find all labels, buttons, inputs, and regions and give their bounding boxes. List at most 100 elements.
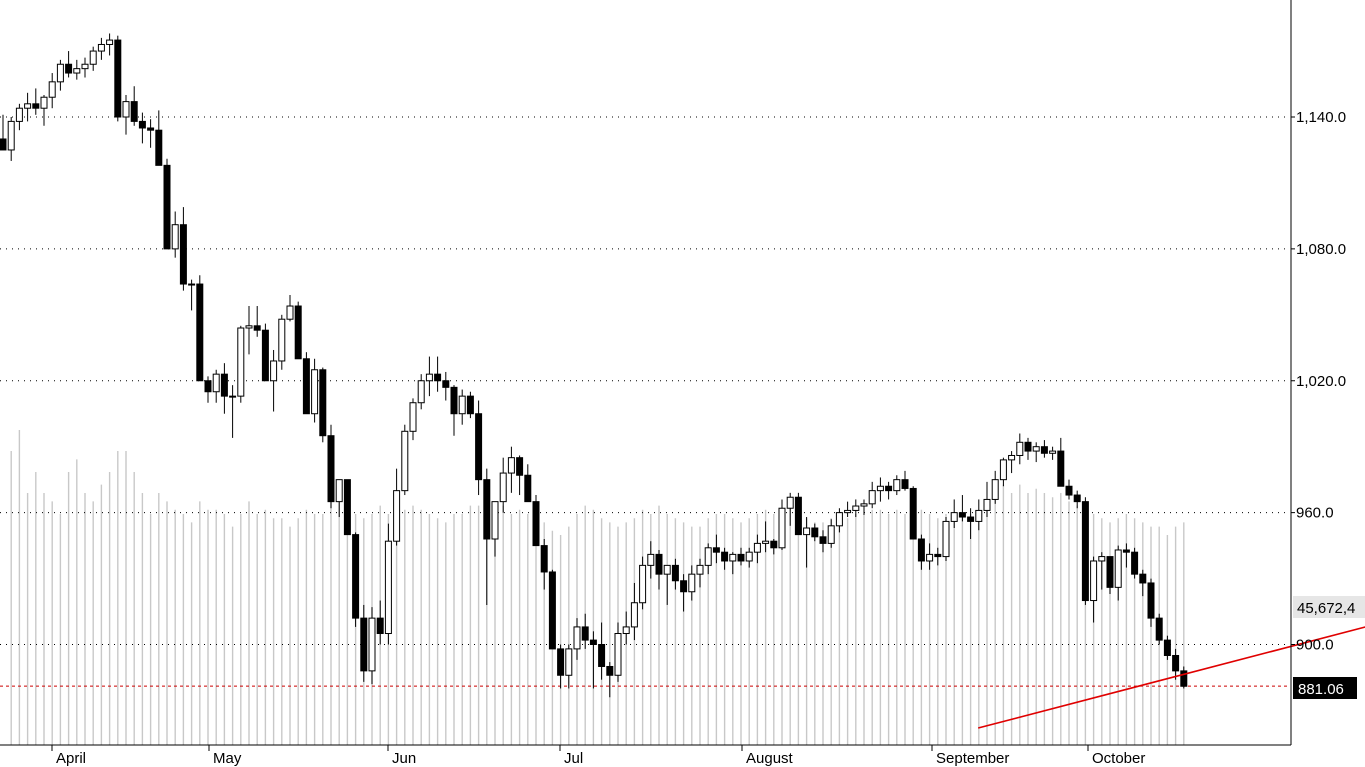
candle-body-down: [540, 545, 548, 573]
candle-body-down: [114, 39, 122, 118]
candle-body-up: [491, 501, 499, 540]
candle: [343, 479, 351, 536]
candle: [220, 363, 228, 414]
candle-body-down: [1155, 617, 1163, 641]
candle: [147, 119, 155, 148]
candle-body-down: [885, 485, 893, 492]
y-tick-label: 1,080.0: [1296, 241, 1346, 258]
candle-body-down: [532, 501, 540, 547]
candle: [778, 499, 786, 550]
candle-body-down: [548, 571, 556, 650]
candle: [852, 499, 860, 518]
candle: [696, 558, 704, 588]
candle-body-up: [852, 505, 860, 511]
candle-body-down: [442, 380, 450, 388]
candle: [557, 644, 565, 689]
candle: [1106, 556, 1114, 594]
candle: [483, 468, 491, 605]
candle-body-down: [1172, 654, 1180, 672]
candle-body-up: [704, 547, 712, 566]
candle: [97, 37, 105, 60]
candle-body-down: [196, 283, 204, 382]
candle-body-up: [753, 542, 761, 553]
candle: [204, 376, 212, 403]
candle-body-down: [1131, 551, 1139, 575]
candle: [598, 622, 606, 680]
candle: [680, 574, 688, 612]
candle-body-up: [786, 496, 794, 509]
candle: [155, 110, 163, 166]
volume-bars: [10, 430, 1185, 745]
candle-body-up: [89, 50, 97, 65]
candle: [614, 622, 622, 682]
candle-body-up: [171, 224, 179, 250]
candle: [89, 46, 97, 71]
candle: [163, 158, 171, 250]
candle: [507, 446, 515, 493]
candle-body-down: [360, 617, 368, 672]
candle-body-down: [967, 516, 975, 522]
candle: [81, 57, 89, 78]
candle-body-down: [909, 487, 917, 540]
candle: [409, 398, 417, 441]
candle-body-up: [860, 503, 868, 507]
candle-body-down: [327, 435, 335, 503]
candle-body-up: [942, 520, 950, 558]
candle-body-up: [458, 395, 466, 415]
candle: [712, 534, 720, 564]
candle: [491, 501, 499, 557]
candle: [270, 349, 278, 412]
candle: [729, 552, 737, 575]
candle-body-up: [368, 617, 376, 672]
month-label: April: [56, 750, 86, 767]
candle-body-up: [835, 512, 843, 527]
candle: [196, 275, 204, 382]
candle-body-up: [696, 564, 704, 575]
candle-body-up: [40, 96, 48, 109]
trendline-line: [977, 626, 1365, 729]
candle: [1057, 437, 1065, 487]
candle-body-up: [507, 457, 515, 474]
candle-body-down: [1057, 450, 1065, 487]
candle-body-up: [745, 551, 753, 562]
y-tick-label: 1,140.0: [1296, 109, 1346, 126]
candle: [762, 521, 770, 553]
candle-body-down: [253, 325, 261, 331]
candle: [15, 103, 23, 131]
candle-body-up: [647, 553, 655, 566]
candle: [368, 607, 376, 685]
candle: [1024, 437, 1032, 460]
candle-body-up: [729, 553, 737, 562]
candle-body-up: [622, 626, 630, 635]
candle: [622, 611, 630, 645]
candle-body-up: [81, 63, 89, 70]
candle-body-up: [393, 490, 401, 542]
candle-body-down: [934, 553, 942, 558]
candle-body-up: [229, 395, 237, 398]
candle: [261, 323, 269, 382]
candle: [352, 532, 360, 627]
candle: [376, 600, 384, 645]
candle: [335, 479, 343, 518]
candle-body-up: [188, 283, 196, 286]
candle-body-up: [1016, 441, 1024, 456]
candle: [524, 464, 532, 503]
candle: [65, 51, 73, 78]
candle: [253, 306, 261, 337]
candle: [589, 631, 597, 689]
candle: [704, 543, 712, 575]
candle-body-up: [844, 509, 852, 514]
candle-body-up: [384, 540, 392, 635]
candle-body-up: [237, 327, 245, 397]
candle-body-up: [1098, 556, 1106, 562]
candle: [56, 59, 64, 91]
candle-body-down: [0, 138, 7, 151]
candle-body-up: [278, 318, 286, 362]
y-tick-label: 1,020.0: [1296, 373, 1346, 390]
candle-body-down: [32, 103, 40, 109]
candle: [753, 534, 761, 564]
candle: [450, 385, 458, 436]
candle: [876, 477, 884, 502]
candle: [844, 501, 852, 518]
candle-body-down: [917, 538, 925, 562]
